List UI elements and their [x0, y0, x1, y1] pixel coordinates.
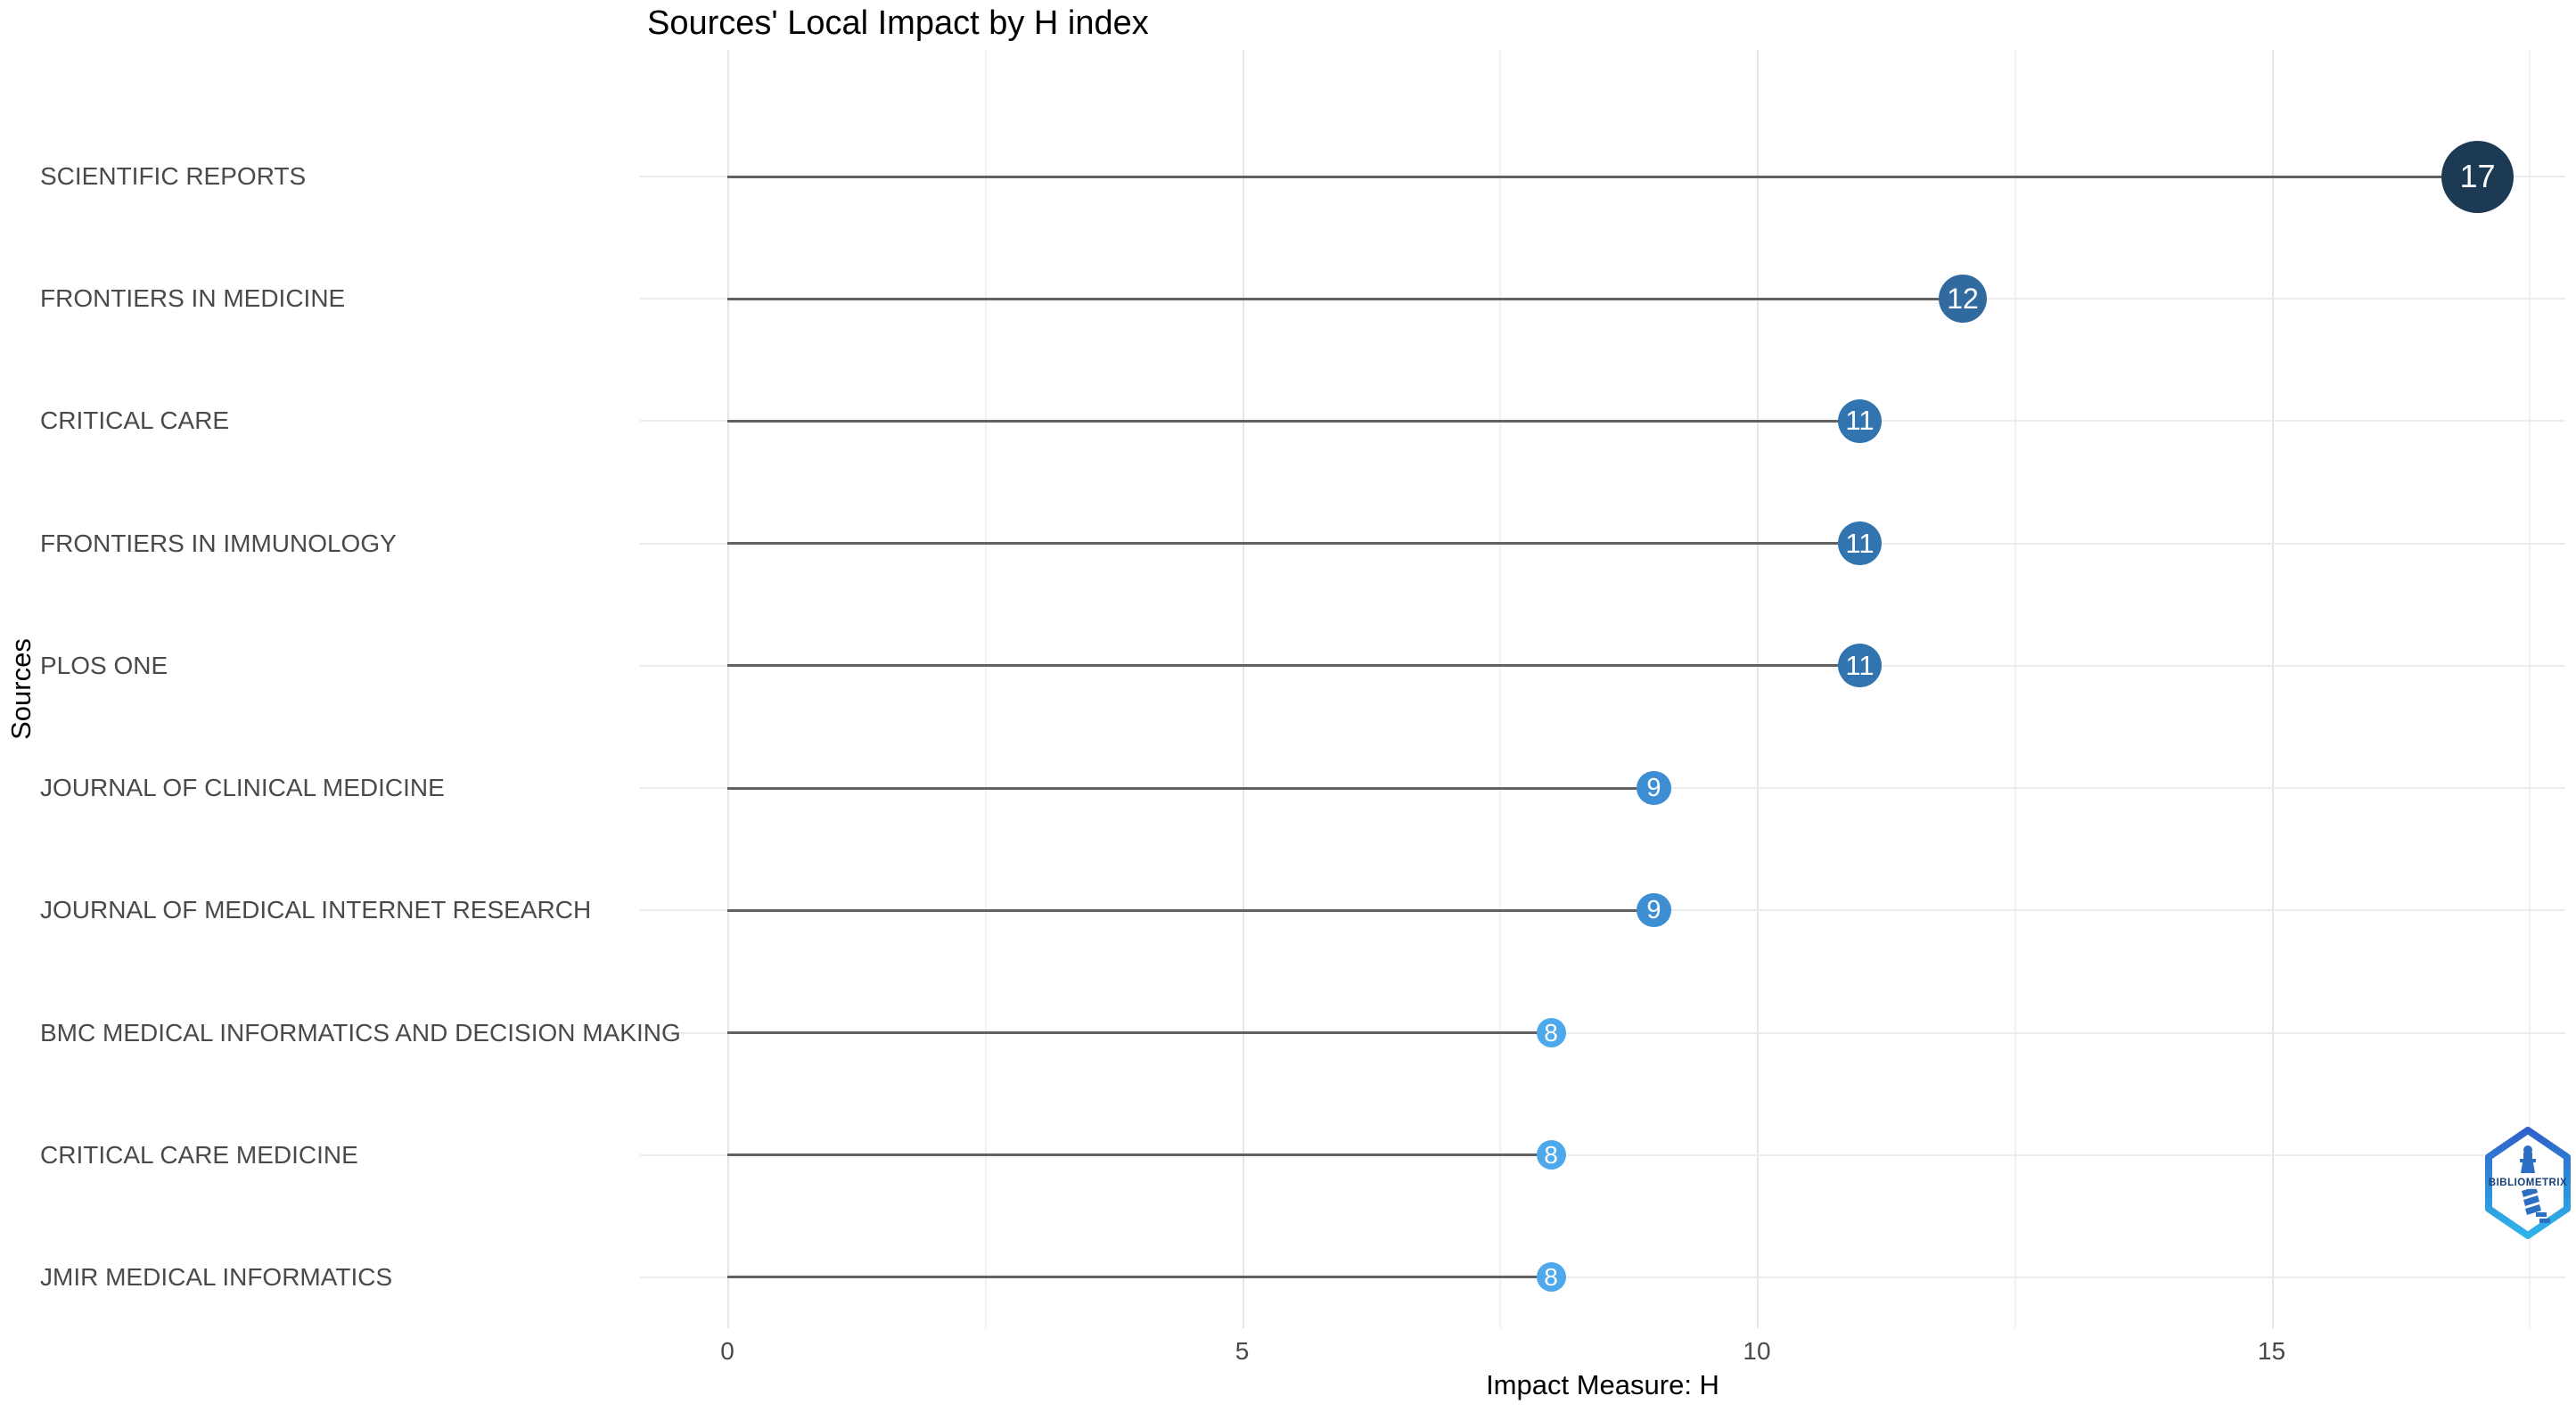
lollipop-circle: 8 [1536, 1018, 1566, 1048]
logo-lighthouse [2520, 1145, 2550, 1223]
category-label: FRONTIERS IN MEDICINE [40, 284, 346, 313]
category-label: CRITICAL CARE [40, 406, 230, 435]
lollipop-stem [727, 786, 1654, 790]
category-label: JOURNAL OF MEDICAL INTERNET RESEARCH [40, 896, 592, 924]
grid-line-minor [984, 50, 987, 1328]
circle-value-label: 9 [1646, 773, 1661, 802]
x-tick-label: 10 [1743, 1337, 1771, 1365]
row-line [640, 1031, 2565, 1034]
grid-line-major [1242, 50, 1244, 1328]
circle-value-label: 11 [1845, 649, 1875, 681]
lollipop-stem [727, 664, 1860, 668]
grid-line-major [1757, 50, 1759, 1328]
circle-value-label: 9 [1646, 895, 1661, 924]
lollipop-circle: 8 [1536, 1262, 1566, 1293]
lollipop-circle: 12 [1938, 275, 1988, 324]
circle-value-label: 8 [1544, 1262, 1558, 1291]
x-tick-label: 0 [720, 1337, 734, 1365]
grid-line-minor [1499, 50, 1502, 1328]
lollipop-circle: 11 [1838, 398, 1882, 443]
lollipop-stem [727, 175, 2478, 178]
circle-value-label: 11 [1845, 405, 1875, 437]
lollipop-stem [727, 1276, 1551, 1279]
lollipop-stem [727, 297, 1963, 300]
lollipop-circle: 11 [1838, 521, 1882, 566]
lollipop-circle: 8 [1536, 1140, 1566, 1170]
x-tick-label: 15 [2257, 1337, 2286, 1365]
category-label: JOURNAL OF CLINICAL MEDICINE [40, 774, 445, 802]
lollipop-circle: 17 [2441, 140, 2514, 213]
category-label: SCIENTIFIC REPORTS [40, 162, 307, 190]
grid-line-minor [2529, 50, 2531, 1328]
lollipop-circle: 9 [1637, 893, 1671, 928]
lollipop-stem [727, 542, 1860, 546]
chart-title: Sources' Local Impact by H index [647, 4, 1149, 42]
plot-panel: 17 12 11 11 11 9 9 8 8 8 [640, 50, 2565, 1328]
y-axis-title: Sources [5, 638, 37, 740]
lollipop-circle: 11 [1838, 644, 1882, 688]
category-label: PLOS ONE [40, 651, 168, 679]
lollipop-stem [727, 419, 1860, 423]
grid-line-major [2271, 50, 2274, 1328]
circle-value-label: 11 [1845, 527, 1875, 559]
category-label: BMC MEDICAL INFORMATICS AND DECISION MAK… [40, 1018, 681, 1047]
lollipop-stem [727, 1153, 1551, 1157]
lollipop-stem [727, 908, 1654, 912]
row-line [640, 1276, 2565, 1278]
row-line [640, 1153, 2565, 1156]
circle-value-label: 8 [1544, 1018, 1558, 1047]
bibliometrix-logo-icon: BIBLIOMETRIX [2485, 1127, 2571, 1239]
lollipop-stem [727, 1031, 1551, 1035]
logo-text-band [2493, 1175, 2563, 1189]
circle-value-label: 8 [1544, 1140, 1558, 1169]
category-label: FRONTIERS IN IMMUNOLOGY [40, 529, 397, 557]
category-label: JMIR MEDICAL INFORMATICS [40, 1262, 393, 1291]
lollipop-circle: 9 [1637, 770, 1671, 806]
category-label: CRITICAL CARE MEDICINE [40, 1140, 358, 1169]
circle-value-label: 17 [2459, 158, 2496, 194]
grid-line-minor [2014, 50, 2016, 1328]
circle-value-label: 12 [1947, 282, 1979, 315]
logo-wordmark: BIBLIOMETRIX [2489, 1178, 2567, 1188]
grid-line-major [727, 50, 729, 1328]
x-tick-label: 5 [1235, 1337, 1250, 1365]
x-axis-title: Impact Measure: H [1486, 1369, 1719, 1400]
